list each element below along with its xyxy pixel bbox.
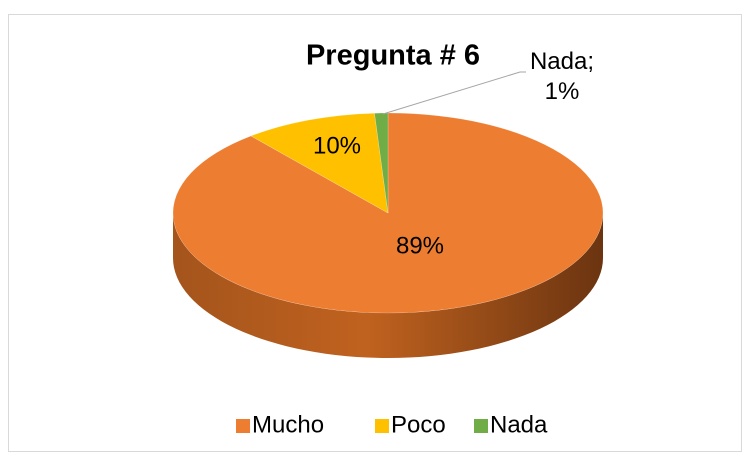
legend-label: Mucho bbox=[252, 411, 324, 438]
slice bbox=[374, 112, 389, 214]
leader-line bbox=[382, 71, 526, 115]
legend-swatch bbox=[375, 419, 389, 433]
legend-label: Nada bbox=[490, 411, 548, 438]
legend-swatch bbox=[236, 419, 250, 433]
slice bbox=[250, 112, 389, 214]
legend-swatch bbox=[474, 419, 488, 433]
data-label: Nada; 1% bbox=[529, 48, 595, 105]
legend-label: Poco bbox=[391, 411, 446, 438]
slice bbox=[172, 112, 604, 314]
chart-title: Pregunta # 6 bbox=[306, 40, 480, 72]
data-label: 10% bbox=[313, 132, 361, 159]
data-label: 89% bbox=[396, 232, 444, 259]
slice-side bbox=[173, 213, 603, 358]
